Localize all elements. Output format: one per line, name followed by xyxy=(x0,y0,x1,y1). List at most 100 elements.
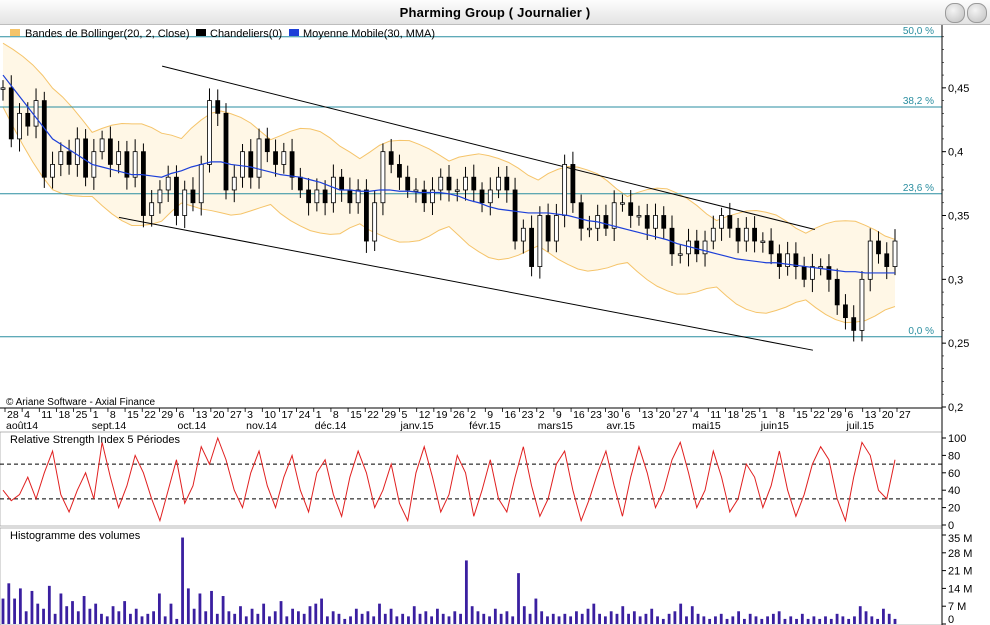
volume-bar xyxy=(401,613,405,624)
volume-bar xyxy=(835,613,839,624)
volume-bar xyxy=(314,603,318,624)
candle-body xyxy=(859,278,865,331)
day-tick-label: 29 xyxy=(830,409,842,421)
day-tick-label: 23 xyxy=(590,409,602,421)
volume-bar xyxy=(586,608,590,624)
day-tick-label: 16 xyxy=(504,409,516,421)
volume-bar xyxy=(743,618,746,624)
volume-bar xyxy=(372,616,376,624)
day-tick-label: 30 xyxy=(607,409,619,421)
volume-bar xyxy=(349,616,352,624)
day-tick-label: 15 xyxy=(350,409,362,421)
volume-bar xyxy=(1,598,5,624)
volume-bars xyxy=(1,537,897,624)
month-label: sept.14 xyxy=(92,420,127,432)
candle-body xyxy=(413,189,419,192)
volume-bar xyxy=(320,598,323,624)
day-tick-label: 25 xyxy=(76,409,88,421)
day-tick-label: 3 xyxy=(247,409,253,421)
day-tick-label: 25 xyxy=(745,409,757,421)
candle-body xyxy=(66,151,72,165)
day-tick-label: 11 xyxy=(41,409,52,421)
price-tick-label: 0,2 xyxy=(948,402,963,414)
month-label: déc.14 xyxy=(315,420,347,432)
day-tick-label: 23 xyxy=(522,409,534,421)
volume-bar xyxy=(841,616,845,624)
volume-bar xyxy=(129,613,132,624)
volume-bar xyxy=(105,616,109,624)
day-tick-label: 27 xyxy=(676,409,688,421)
candle-body xyxy=(430,189,435,204)
day-tick-label: 13 xyxy=(196,409,208,421)
day-tick-label: 6 xyxy=(848,409,854,421)
candle-body xyxy=(74,138,80,165)
volume-bar xyxy=(117,611,121,624)
volume-bar xyxy=(789,616,793,624)
day-tick-label: 15 xyxy=(127,409,139,421)
title-bar: Pharming Group ( Journalier ) xyxy=(0,0,990,25)
candle-body xyxy=(710,227,716,242)
date-axis: 28 4 11 18 25 1 8 15 22 29 6 13 20 27 3 10 17 24 1 8 15 22 29 5… xyxy=(0,407,942,432)
volume-bar xyxy=(714,616,717,624)
fib-label: 38,2 % xyxy=(903,96,934,107)
candle-body xyxy=(107,138,113,165)
legend-label-bollinger: Bandes de Bollinger(20, 2, Close) xyxy=(25,28,189,40)
volume-bar xyxy=(632,611,636,624)
volume-bar xyxy=(459,613,462,624)
candle-body xyxy=(587,227,592,231)
candle-body xyxy=(677,253,683,256)
volume-bar xyxy=(163,616,167,624)
volume-tick-label: 28 M xyxy=(948,548,972,560)
volume-bar xyxy=(389,608,393,624)
minimize-button[interactable] xyxy=(945,3,965,23)
volume-bar xyxy=(395,616,399,624)
volume-bar xyxy=(493,608,497,624)
volume-bar xyxy=(233,613,237,624)
candle-body xyxy=(50,164,55,178)
candle-body xyxy=(570,164,576,204)
volume-bar xyxy=(436,608,439,624)
rsi-line xyxy=(2,436,896,523)
volume-bar xyxy=(198,593,202,624)
close-button[interactable] xyxy=(967,3,987,23)
candle-body xyxy=(405,176,411,191)
candle-body xyxy=(702,240,708,255)
volume-bar xyxy=(453,611,457,624)
day-tick-label: 2 xyxy=(470,409,476,421)
volume-bar xyxy=(175,618,179,624)
volume-bar xyxy=(18,588,22,624)
volume-bar xyxy=(152,611,155,624)
volume-bar xyxy=(603,616,607,624)
candle-body xyxy=(810,266,815,280)
volume-bar xyxy=(800,613,804,624)
volume-bar xyxy=(360,613,364,624)
volume-bar xyxy=(30,590,34,624)
volume-bar xyxy=(407,616,410,624)
month-label: mai15 xyxy=(692,420,721,432)
candle-body xyxy=(487,189,493,204)
candle-body xyxy=(99,138,105,153)
volume-bar xyxy=(563,613,567,624)
candle-body xyxy=(0,87,6,90)
candle-body xyxy=(463,176,468,191)
candle-body xyxy=(743,227,749,242)
candle-body xyxy=(339,176,345,191)
candle-body xyxy=(256,138,262,178)
candle-body xyxy=(851,317,857,331)
volume-bar xyxy=(343,618,347,624)
candlesticks xyxy=(0,75,898,342)
volume-bar xyxy=(42,608,45,624)
candle-body xyxy=(273,151,278,165)
month-label: mars15 xyxy=(538,420,573,432)
volume-bar xyxy=(94,603,98,624)
candle-body xyxy=(297,176,303,191)
candle-body xyxy=(504,176,510,191)
candle-body xyxy=(116,151,122,165)
volume-bar xyxy=(476,611,480,624)
candle-body xyxy=(281,151,287,165)
volume-tick-label: 35 M xyxy=(948,533,972,545)
legend-swatch-bollinger xyxy=(10,29,20,36)
volume-bar xyxy=(887,613,891,624)
volume-bar xyxy=(870,616,874,624)
